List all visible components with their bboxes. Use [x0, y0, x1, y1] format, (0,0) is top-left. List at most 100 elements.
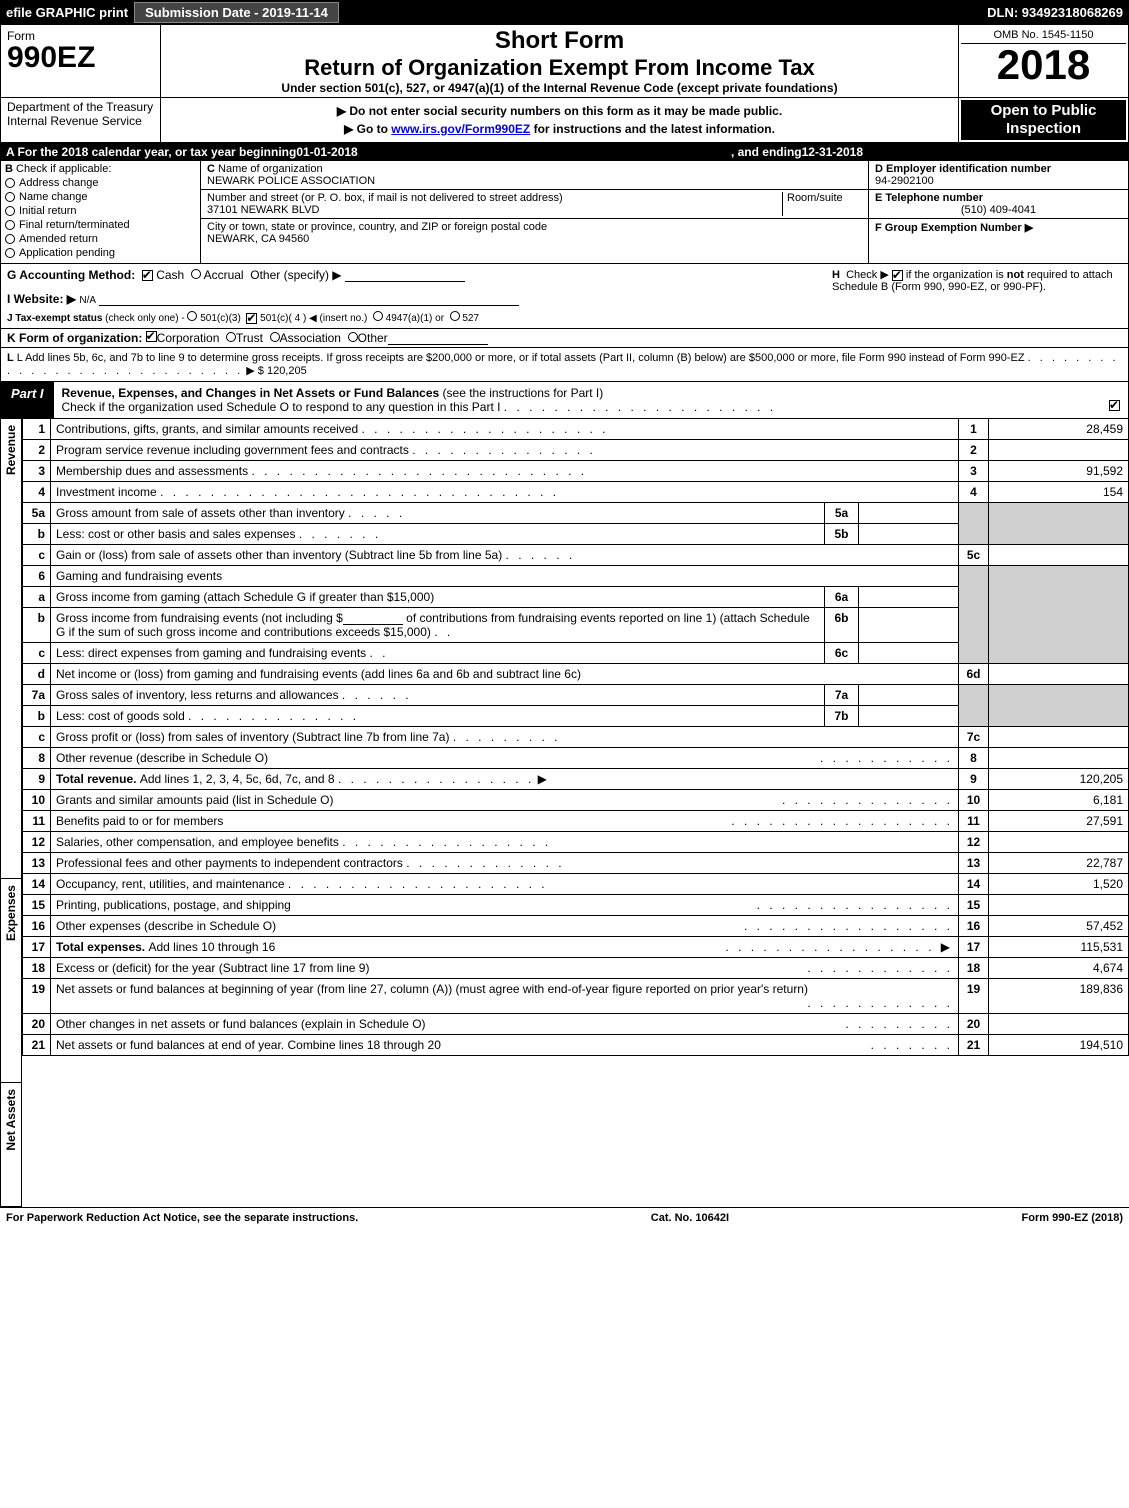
g-accounting-label: G Accounting Method:: [7, 268, 135, 282]
radio-icon: [5, 248, 15, 258]
tax-year: 2018: [961, 44, 1126, 86]
org-info-block: B Check if applicable: Address change Na…: [0, 161, 1129, 264]
website-underline: [99, 292, 519, 306]
period-begin: 01-01-2018: [296, 145, 357, 159]
line-5a: 5aGross amount from sale of assets other…: [23, 503, 1129, 524]
lines-table: 1Contributions, gifts, grants, and simil…: [22, 419, 1129, 1056]
open-public-inspection: Open to Public Inspection: [961, 100, 1126, 140]
opt-name-change[interactable]: Name change: [5, 191, 196, 203]
radio-4947[interactable]: [373, 311, 383, 321]
checkbox-501c[interactable]: [246, 313, 257, 324]
room-label: Room/suite: [787, 192, 843, 204]
line-21: 21Net assets or fund balances at end of …: [23, 1035, 1129, 1056]
line-17: 17Total expenses. Add lines 10 through 1…: [23, 937, 1129, 958]
part1-title-bold: Revenue, Expenses, and Changes in Net As…: [62, 386, 440, 400]
period-end: 12-31-2018: [802, 145, 863, 159]
line-14: 14Occupancy, rent, utilities, and mainte…: [23, 874, 1129, 895]
tax-period-bar: A For the 2018 calendar year, or tax yea…: [0, 143, 1129, 161]
side-label-expenses: Expenses: [0, 879, 22, 1083]
dept-irs: Internal Revenue Service: [7, 114, 154, 128]
line-12: 12Salaries, other compensation, and empl…: [23, 832, 1129, 853]
l-text: L Add lines 5b, 6c, and 7b to line 9 to …: [17, 352, 1025, 364]
checkbox-corporation[interactable]: [146, 331, 157, 342]
street-value: 37101 NEWARK BLVD: [207, 204, 320, 216]
line-8: 8Other revenue (describe in Schedule O) …: [23, 748, 1129, 769]
return-title: Return of Organization Exempt From Incom…: [167, 55, 952, 81]
checkbox-cash[interactable]: [142, 270, 153, 281]
opt-final-return[interactable]: Final return/terminated: [5, 219, 196, 231]
short-form-title: Short Form: [167, 27, 952, 55]
org-name-label: Name of organization: [218, 163, 323, 175]
radio-association[interactable]: [270, 332, 280, 342]
radio-527[interactable]: [450, 311, 460, 321]
street-label: Number and street (or P. O. box, if mail…: [207, 192, 563, 204]
check-if-applicable: B Check if applicable: Address change Na…: [1, 161, 201, 263]
k-label: K Form of organization:: [7, 331, 142, 345]
city-label: City or town, state or province, country…: [207, 221, 547, 233]
radio-icon: [5, 192, 15, 202]
irs-link[interactable]: www.irs.gov/Form990EZ: [391, 122, 530, 136]
form-ref: Form 990-EZ (2018): [1022, 1212, 1123, 1224]
dept-instr-row: Department of the Treasury Internal Reve…: [0, 98, 1129, 143]
opt-address-change[interactable]: Address change: [5, 177, 196, 189]
dept-treasury: Department of the Treasury: [7, 100, 154, 114]
form-header: Form 990EZ Short Form Return of Organiza…: [0, 25, 1129, 98]
efile-topbar: efile GRAPHIC print Submission Date - 20…: [0, 0, 1129, 25]
line-3: 3Membership dues and assessments . . . .…: [23, 461, 1129, 482]
k-form-of-org: K Form of organization: Corporation Trus…: [0, 329, 1129, 348]
line-18: 18Excess or (deficit) for the year (Subt…: [23, 958, 1129, 979]
line-7c: cGross profit or (loss) from sales of in…: [23, 727, 1129, 748]
paperwork-notice: For Paperwork Reduction Act Notice, see …: [6, 1212, 358, 1224]
line-9: 9Total revenue. Add lines 1, 2, 3, 4, 5c…: [23, 769, 1129, 790]
e-phone-label: E Telephone number: [875, 192, 983, 204]
line-19: 19Net assets or fund balances at beginni…: [23, 979, 1129, 1014]
phone-value: (510) 409-4041: [875, 204, 1122, 216]
side-label-netassets: Net Assets: [0, 1083, 22, 1207]
line-5c: cGain or (loss) from sale of assets othe…: [23, 545, 1129, 566]
goto-instr: ▶ Go to www.irs.gov/Form990EZ for instru…: [167, 122, 952, 136]
radio-other-org[interactable]: [348, 332, 358, 342]
line-2: 2Program service revenue including gover…: [23, 440, 1129, 461]
part1-tab: Part I: [1, 382, 54, 418]
line-1: 1Contributions, gifts, grants, and simil…: [23, 419, 1129, 440]
period-label: A For the 2018 calendar year, or tax yea…: [6, 145, 296, 159]
j-tax-exempt-label: J Tax-exempt status: [7, 313, 102, 324]
checkbox-schedule-o[interactable]: [1109, 400, 1120, 411]
period-mid: , and ending: [731, 145, 802, 159]
radio-accrual[interactable]: [191, 269, 201, 279]
i-website-label: I Website: ▶: [7, 292, 76, 306]
opt-application-pending[interactable]: Application pending: [5, 247, 196, 259]
part1-check-o-text: Check if the organization used Schedule …: [62, 400, 501, 414]
ein-value: 94-2902100: [875, 175, 934, 187]
line-4: 4Investment income . . . . . . . . . . .…: [23, 482, 1129, 503]
accounting-website-row: G Accounting Method: Cash Accrual Other …: [0, 264, 1129, 329]
radio-501c3[interactable]: [187, 311, 197, 321]
other-specify-input[interactable]: [345, 268, 465, 282]
d-ein-label: D Employer identification number: [875, 163, 1051, 175]
opt-initial-return[interactable]: Initial return: [5, 205, 196, 217]
efile-label: efile GRAPHIC print: [6, 5, 128, 20]
opt-amended-return[interactable]: Amended return: [5, 233, 196, 245]
org-name: NEWARK POLICE ASSOCIATION: [207, 175, 375, 187]
under-section-text: Under section 501(c), 527, or 4947(a)(1)…: [167, 81, 952, 95]
website-value: N/A: [79, 295, 96, 306]
radio-trust[interactable]: [226, 332, 236, 342]
page-footer: For Paperwork Reduction Act Notice, see …: [0, 1207, 1129, 1228]
form-number: 990EZ: [7, 43, 154, 73]
radio-icon: [5, 178, 15, 188]
line-20: 20Other changes in net assets or fund ba…: [23, 1014, 1129, 1035]
dln-label: DLN: 93492318068269: [987, 5, 1123, 20]
ssn-warning: ▶ Do not enter social security numbers o…: [167, 104, 952, 118]
checkbox-h-not-required[interactable]: [892, 270, 903, 281]
line-10: 10Grants and similar amounts paid (list …: [23, 790, 1129, 811]
part1-body: Revenue Expenses Net Assets 1Contributio…: [0, 419, 1129, 1207]
city-value: NEWARK, CA 94560: [207, 233, 309, 245]
submission-date-button[interactable]: Submission Date - 2019-11-14: [134, 2, 339, 23]
radio-icon: [5, 206, 15, 216]
line-11: 11Benefits paid to or for members . . . …: [23, 811, 1129, 832]
cat-no: Cat. No. 10642I: [651, 1212, 729, 1224]
line-16: 16Other expenses (describe in Schedule O…: [23, 916, 1129, 937]
line-7a: 7aGross sales of inventory, less returns…: [23, 685, 1129, 706]
c-label: C: [207, 163, 215, 175]
other-org-underline: [388, 331, 488, 345]
